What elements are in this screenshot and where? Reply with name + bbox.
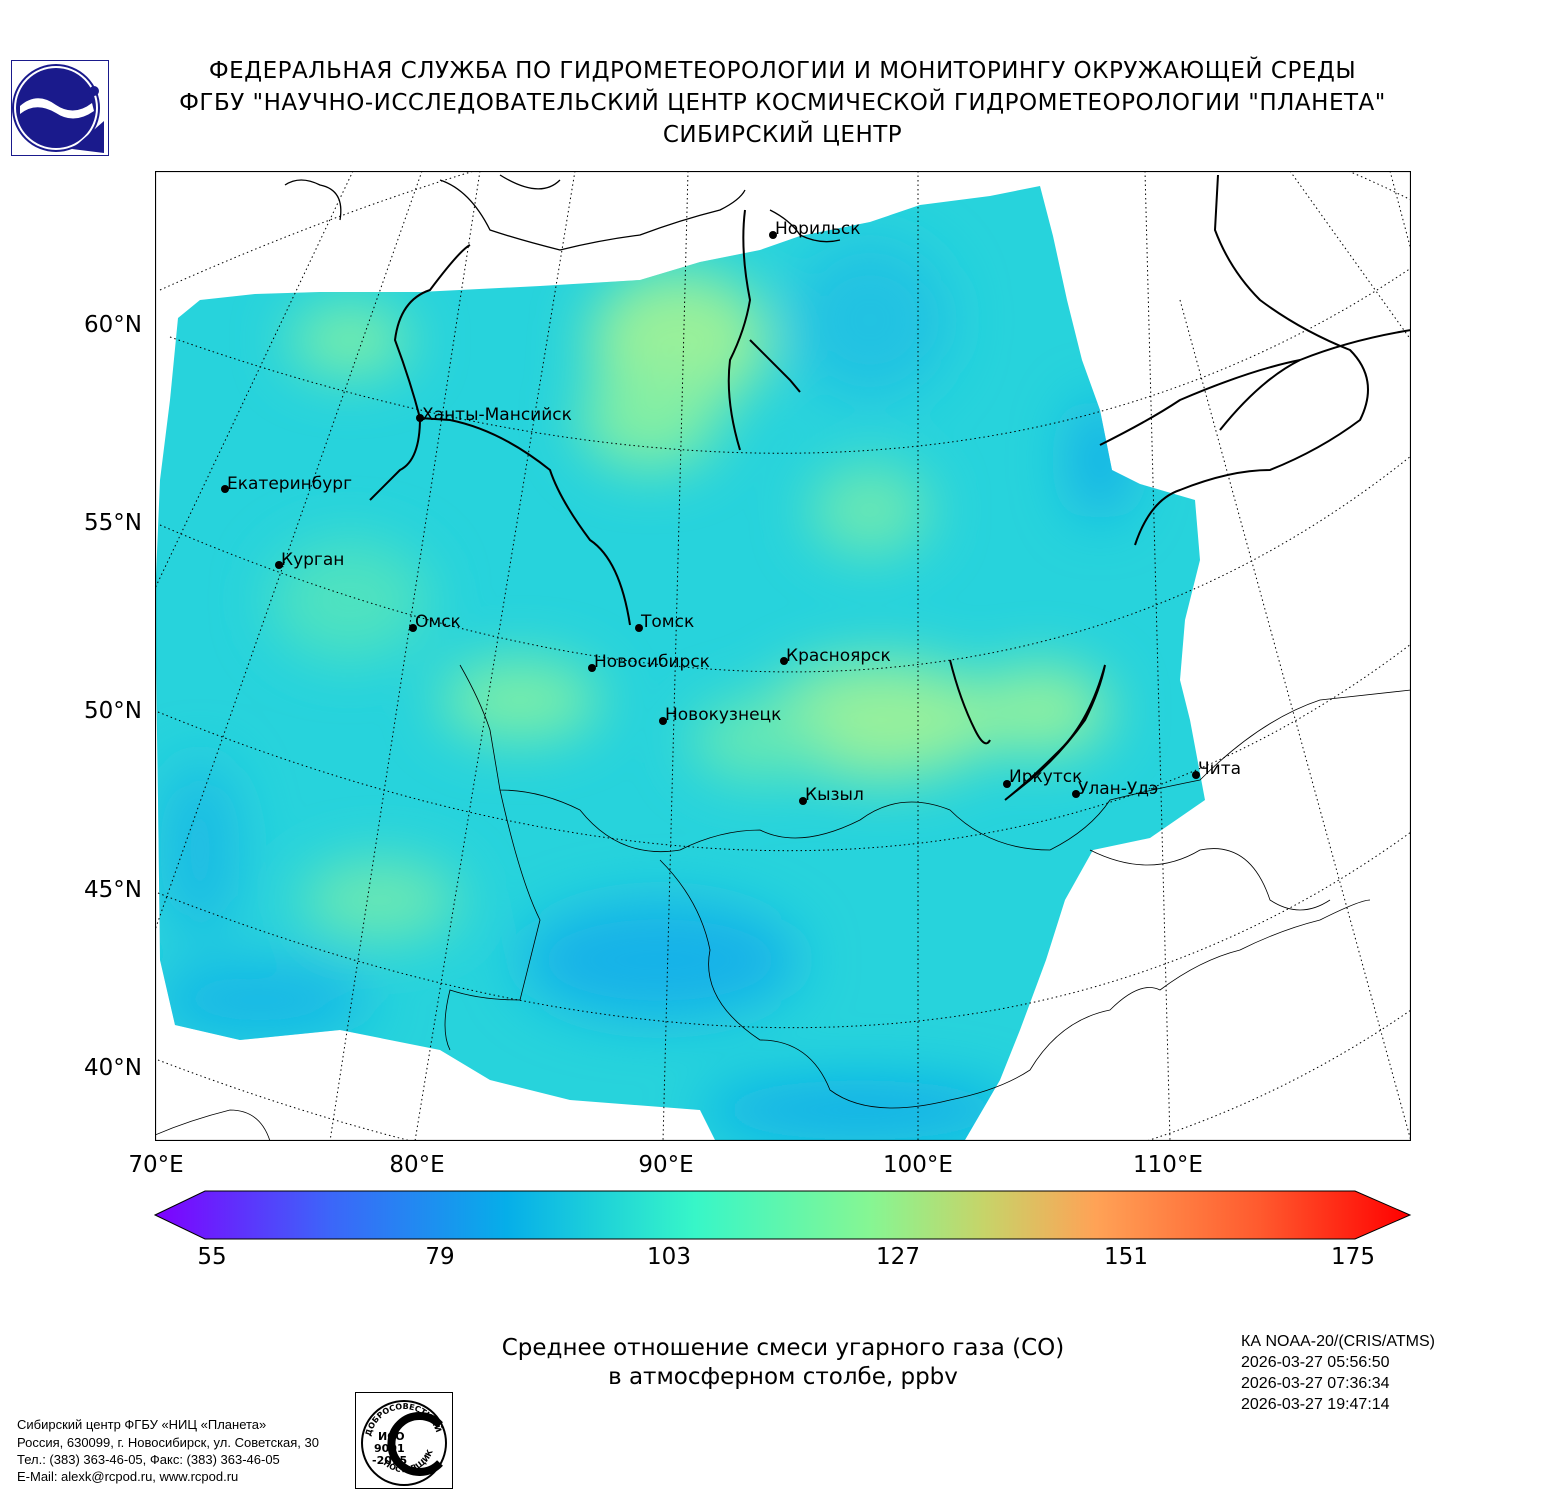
city-norilsk: Норильск [769, 219, 861, 239]
footer-line-1: Сибирский центр ФГБУ «НИЦ «Планета» [17, 1417, 267, 1432]
svg-text:Новосибирск: Новосибирск [594, 652, 710, 672]
city-novokuznetsk: Новокузнецк [659, 705, 781, 725]
svg-text:Томск: Томск [640, 612, 694, 632]
city-novosibirsk: Новосибирск [588, 652, 710, 672]
colorbar-gradient [153, 1190, 1412, 1240]
city-chita: Чита [1192, 759, 1241, 779]
colorbar-tick-175: 175 [1331, 1244, 1375, 1270]
footer-line-4: E-Mail: alexk@rcpod.ru, www.rcpod.ru [17, 1469, 239, 1484]
lat-label-50: 50°N [84, 698, 142, 724]
city-kurgan: Курган [275, 550, 344, 570]
svg-text:9001: 9001 [374, 1442, 405, 1455]
svg-text:Екатеринбург: Екатеринбург [227, 474, 352, 494]
svg-text:Кызыл: Кызыл [805, 785, 864, 805]
satellite-time-3: 2026-03-27 19:47:14 [1241, 1396, 1390, 1413]
co-map: Норильск Ханты-Мансийск Екатеринбург Кур… [155, 171, 1411, 1141]
colorbar-tick-55: 55 [197, 1244, 227, 1270]
footer-line-3: Тел.: (383) 363-46-05, Факс: (383) 363-4… [17, 1452, 280, 1467]
header-line-1: ФЕДЕРАЛЬНАЯ СЛУЖБА ПО ГИДРОМЕТЕОРОЛОГИИ … [208, 58, 1357, 84]
lon-label-110: 110°E [1133, 1152, 1203, 1178]
caption-line-2: в атмосферном столбе, ppbv [608, 1364, 958, 1390]
svg-text:-2015: -2015 [372, 1454, 407, 1467]
city-khanty-mansiysk: Ханты-Мансийск [416, 405, 572, 425]
satellite-name: КА NOAA-20/(CRIS/ATMS) [1241, 1333, 1435, 1350]
footer-line-2: Россия, 630099, г. Новосибирск, ул. Сове… [17, 1435, 319, 1450]
graticule [155, 171, 1411, 1141]
header-line-2: ФГБУ "НАУЧНО-ИССЛЕДОВАТЕЛЬСКИЙ ЦЕНТР КОС… [179, 90, 1386, 116]
borders [155, 664, 1411, 1141]
lon-label-90: 90°E [638, 1152, 694, 1178]
lat-label-60: 60°N [84, 312, 142, 338]
co-field [155, 186, 1205, 1140]
city-markers: Норильск Ханты-Мансийск Екатеринбург Кур… [221, 219, 1241, 805]
city-ulan-ude: Улан-Удэ [1072, 779, 1158, 799]
lon-label-100: 100°E [883, 1152, 953, 1178]
header-line-3: СИБИРСКИЙ ЦЕНТР [662, 122, 903, 148]
iso-stamp-icon: ДОБРОСОВЕСТНЫЙ ПОСТАВЩИК ИСО 9001 -2015 [355, 1392, 453, 1489]
city-kyzyl: Кызыл [799, 785, 864, 805]
colorbar [153, 1190, 1412, 1240]
svg-text:Норильск: Норильск [775, 219, 861, 239]
colorbar-tick-127: 127 [876, 1244, 920, 1270]
colorbar-tick-103: 103 [647, 1244, 691, 1270]
svg-text:Омск: Омск [415, 612, 461, 632]
lon-label-80: 80°E [389, 1152, 445, 1178]
city-omsk: Омск [409, 612, 461, 632]
svg-text:Иркутск: Иркутск [1009, 767, 1082, 787]
colorbar-tick-151: 151 [1104, 1244, 1148, 1270]
city-irkutsk: Иркутск [1003, 767, 1082, 788]
city-krasnoyarsk: Красноярск [780, 646, 891, 666]
lake-baikal [1004, 664, 1106, 801]
coastline [284, 174, 841, 251]
rivers [369, 174, 1411, 745]
satellite-time-2: 2026-03-27 07:36:34 [1241, 1375, 1390, 1392]
svg-text:ИСО: ИСО [378, 1430, 405, 1443]
svg-text:Красноярск: Красноярск [786, 646, 891, 666]
city-ekaterinburg: Екатеринбург [221, 474, 352, 494]
city-tomsk: Томск [635, 612, 694, 632]
colorbar-tick-79: 79 [425, 1244, 455, 1270]
svg-text:Новокузнецк: Новокузнецк [665, 705, 781, 725]
satellite-time-1: 2026-03-27 05:56:50 [1241, 1354, 1390, 1371]
lon-label-70: 70°E [128, 1152, 184, 1178]
svg-text:Улан-Удэ: Улан-Удэ [1078, 779, 1158, 799]
lat-label-45: 45°N [84, 877, 142, 903]
svg-text:Ханты-Мансийск: Ханты-Мансийск [422, 405, 572, 425]
svg-text:Курган: Курган [281, 550, 344, 570]
lat-label-40: 40°N [84, 1055, 142, 1081]
lat-label-55: 55°N [84, 510, 142, 536]
caption-line-1: Среднее отношение смеси угарного газа (C… [501, 1335, 1065, 1361]
svg-text:Чита: Чита [1198, 759, 1241, 779]
planeta-logo-icon [11, 60, 109, 156]
